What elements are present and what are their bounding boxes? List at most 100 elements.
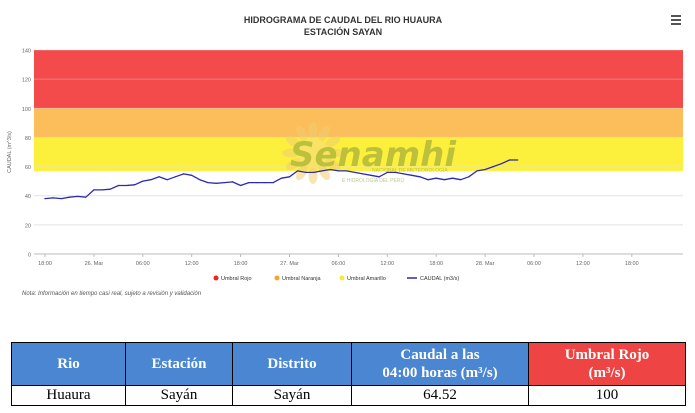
data-point [419, 176, 421, 178]
data-point [231, 181, 234, 183]
watermark-sun-ray-9 [308, 122, 318, 140]
data-point [370, 174, 372, 176]
x-tick-label-6: 06:00 [332, 261, 346, 267]
data-point [443, 179, 445, 181]
chart-subtitle: ESTACIÓN SAYAN [304, 26, 382, 37]
y-tick-label-6: 120 [22, 78, 31, 84]
y-tick-label-7: 140 [22, 49, 31, 55]
legend-item-2: Umbral Amarillo [339, 275, 386, 282]
x-tick-label-7: 12:00 [380, 261, 394, 267]
data-point [256, 182, 258, 184]
data-point [403, 173, 405, 175]
data-point [468, 176, 470, 178]
data-point [166, 179, 168, 181]
watermark-sun-ray-5 [285, 158, 303, 170]
watermark-sun-ray-10 [318, 125, 330, 143]
watermark-sun-ray-2 [318, 163, 330, 181]
y-tick-label-4: 80 [25, 136, 31, 142]
data-point [313, 171, 315, 173]
x-tick-label-10: 06:00 [527, 261, 541, 267]
cell-rio: Huaura [11, 385, 126, 406]
x-tick-label-0: 18:00 [38, 261, 52, 267]
header-umbral-rojo: Umbral Rojo (m³/s) [528, 342, 686, 386]
x-tick-label-5: 27. Mar [280, 261, 299, 267]
threshold-band-1 [34, 108, 683, 138]
data-point [52, 197, 54, 199]
hydrograph-chart: HIDROGRAMA DE CAUDAL DEL RIO HUAURAESTAC… [7, 15, 683, 282]
data-point [378, 176, 380, 178]
data-point [362, 173, 364, 175]
data-point [329, 168, 331, 171]
data-point [125, 184, 128, 187]
data-point [337, 170, 339, 172]
y-tick-label-2: 40 [25, 194, 31, 200]
watermark-sun-ray-6 [282, 148, 300, 158]
table-row: Huaura Sayán Sayán 64.52 100 [11, 385, 686, 406]
data-point [321, 170, 323, 172]
data-point [117, 184, 119, 187]
data-point [272, 182, 274, 184]
data-point [215, 182, 217, 184]
data-point [134, 184, 136, 186]
data-point [460, 179, 462, 181]
data-point [68, 196, 71, 198]
data-point [345, 170, 348, 172]
watermark-sun-ray-11 [323, 136, 341, 148]
data-point [394, 171, 397, 173]
watermark-sun-ray-0 [326, 148, 344, 158]
data-point [60, 198, 62, 200]
data-point [280, 177, 282, 179]
legend-marker-0 [213, 275, 219, 281]
data-point [427, 179, 429, 181]
data-point [191, 174, 193, 176]
legend-item-3: CAUDAL (m3/s) [407, 276, 459, 282]
legend-item-1: Umbral Naranja [274, 275, 321, 282]
data-point [517, 159, 519, 161]
threshold-band-0 [34, 50, 683, 109]
data-point [508, 159, 511, 161]
y-tick-label-5: 100 [22, 107, 31, 113]
watermark-sun-core [298, 138, 328, 168]
x-tick-label-4: 18:00 [234, 261, 248, 267]
data-point [492, 165, 494, 168]
data-point [182, 173, 185, 175]
data-point [476, 170, 478, 172]
cell-caudal: 64.52 [351, 385, 529, 406]
chart-menu-icon[interactable] [671, 15, 681, 25]
data-point [451, 177, 454, 179]
data-point [223, 182, 225, 184]
legend-marker-2 [339, 275, 345, 281]
data-point [199, 179, 201, 181]
data-point [354, 171, 356, 173]
cell-distrito: Sayán [232, 385, 352, 406]
chart-title: HIDROGRAMA DE CAUDAL DEL RIO HUAURA [244, 15, 443, 25]
chart-container: HIDROGRAMA DE CAUDAL DEL RIO HUAURA ESTAC… [7, 15, 683, 297]
y-tick-label-1: 20 [25, 223, 31, 229]
data-point [386, 171, 388, 173]
legend-label-1: Umbral Naranja [282, 276, 321, 282]
legend-item-0: Umbral Rojo [213, 275, 252, 282]
y-tick-label-0: 0 [28, 253, 31, 259]
header-estacion: Estación [125, 342, 233, 386]
x-tick-label-12: 18:00 [625, 261, 639, 267]
data-point [101, 189, 103, 191]
header-rio: Rio [11, 342, 126, 386]
x-tick-label-1: 26. Mar [85, 261, 104, 267]
data-point [305, 171, 307, 173]
watermark-tagline: E HIDROLOGÍA DEL PERÚ [342, 177, 404, 184]
legend-label-2: Umbral Amarillo [347, 276, 386, 282]
watermark-sun-ray-1 [323, 158, 341, 170]
cell-umbral: 100 [528, 385, 686, 406]
data-point [174, 176, 176, 178]
watermark-brand: Senamhi [290, 135, 457, 175]
data-point [207, 182, 209, 184]
data-point [109, 188, 111, 190]
data-point [85, 196, 87, 198]
y-tick-label-3: 60 [25, 165, 31, 171]
x-tick-label-3: 12:00 [185, 261, 199, 267]
data-point [93, 189, 95, 191]
data-point [150, 179, 152, 181]
watermark-logo: Senamhi E HIDROLOGÍA DEL PERÚ NACIONAL DE … [282, 122, 457, 184]
watermark-tagline-2: NACIONAL DE METEOROLOGÍA [372, 167, 448, 174]
legend-label-0: Umbral Rojo [221, 276, 252, 282]
